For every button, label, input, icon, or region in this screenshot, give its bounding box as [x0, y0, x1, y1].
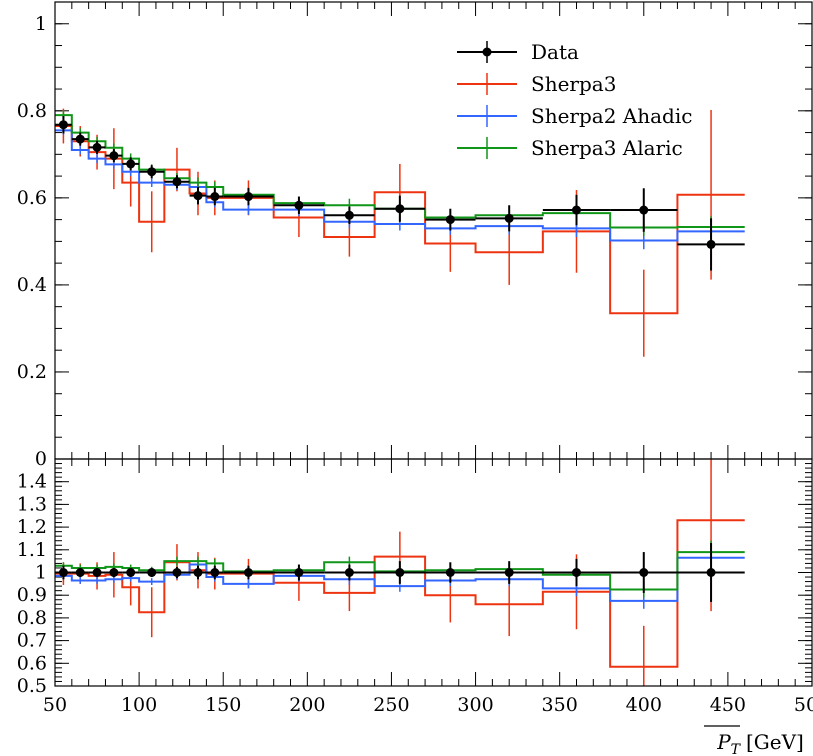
- data-point: [58, 568, 68, 577]
- data-point: [58, 120, 68, 130]
- x-axis-label-text: PT: [716, 730, 741, 756]
- data-point: [639, 568, 649, 577]
- y-tick-label: 1.4: [17, 471, 47, 493]
- data-point: [75, 568, 85, 577]
- data-point: [294, 200, 304, 210]
- x-tick-label: 400: [626, 694, 662, 716]
- x-tick-label: 150: [205, 694, 241, 716]
- y-tick-label: 1: [35, 562, 47, 584]
- legend-entry-label: Data: [531, 40, 579, 64]
- data-point: [504, 568, 514, 577]
- y-tick-label: 0.6: [17, 652, 47, 674]
- data-point: [294, 568, 304, 577]
- y-tick-label: 0.6: [17, 187, 47, 209]
- data-point: [193, 568, 203, 577]
- data-point: [243, 568, 253, 577]
- legend-entry-label: Sherpa2 Ahadic: [531, 104, 692, 128]
- data-point: [109, 568, 119, 577]
- x-tick-label: 500: [794, 694, 813, 716]
- data-point: [92, 568, 102, 577]
- data-point: [571, 568, 581, 577]
- y-tick-label: 0.8: [17, 607, 47, 629]
- x-tick-label: 200: [289, 694, 325, 716]
- data-point: [172, 177, 182, 187]
- series-line-2: [55, 556, 745, 602]
- y-tick-label: 1: [35, 13, 47, 35]
- x-axis-label: PT [GeV]: [704, 725, 804, 756]
- main-panel: 0 0.2 0.4 0.6 0.8 1: [17, 1, 813, 470]
- series-line-2: [55, 129, 745, 242]
- data-point: [193, 191, 203, 201]
- y-tick-label: 1.3: [17, 493, 47, 515]
- x-tick-label: 100: [121, 694, 157, 716]
- data-point: [75, 134, 85, 144]
- data-point: [395, 568, 405, 577]
- legend-marker: [482, 47, 492, 57]
- data-point: [706, 568, 716, 577]
- series-line-3: [55, 114, 745, 229]
- data-point: [109, 151, 119, 161]
- data-point: [445, 568, 455, 577]
- y-tick-label: 0: [35, 448, 47, 470]
- y-tick-label: 0.8: [17, 100, 47, 122]
- data-point: [243, 192, 253, 202]
- data-point: [210, 568, 220, 577]
- x-tick-label: 50: [43, 694, 67, 716]
- data-point: [147, 167, 157, 177]
- x-axis-label-unit: [GeV]: [746, 730, 804, 754]
- y-tick-label: 0.9: [17, 584, 47, 606]
- data-point: [571, 205, 581, 215]
- data-point: [706, 239, 716, 249]
- series-group: [55, 459, 745, 686]
- plot-frame: [54, 458, 813, 687]
- data-point: [395, 204, 405, 214]
- data-point: [126, 568, 136, 577]
- y-tick-label: 0.7: [17, 630, 47, 652]
- x-tick-label: 350: [542, 694, 578, 716]
- legend-entry-label: Sherpa3: [531, 72, 616, 96]
- data-point: [172, 568, 182, 577]
- data-point: [126, 159, 136, 169]
- data-point: [445, 215, 455, 225]
- y-tick-label: 1.2: [17, 516, 47, 538]
- data-point: [504, 213, 514, 223]
- legend-entry-label: Sherpa3 Alaric: [531, 136, 683, 160]
- data-point: [92, 142, 102, 152]
- series-group: [55, 108, 745, 357]
- data-point: [147, 568, 157, 577]
- legend: Data Sherpa3 Sherpa2 Ahadic Sherpa3 Alaric: [457, 40, 692, 160]
- x-tick-label: 450: [710, 694, 746, 716]
- data-point: [639, 205, 649, 215]
- data-point: [210, 192, 220, 202]
- y-tick-label: 0.4: [17, 274, 47, 296]
- y-tick-label: 1.1: [17, 539, 47, 561]
- y-tick-label: 0.2: [17, 361, 47, 383]
- data-point: [344, 568, 354, 577]
- x-tick-label: 300: [457, 694, 493, 716]
- x-tick-label: 250: [373, 694, 409, 716]
- data-point: [344, 210, 354, 220]
- ratio-panel: 0.50.60.70.80.911.11.21.31.4 50 100 150 200 2…: [17, 458, 813, 716]
- y-tick-label: 0.5: [17, 675, 47, 697]
